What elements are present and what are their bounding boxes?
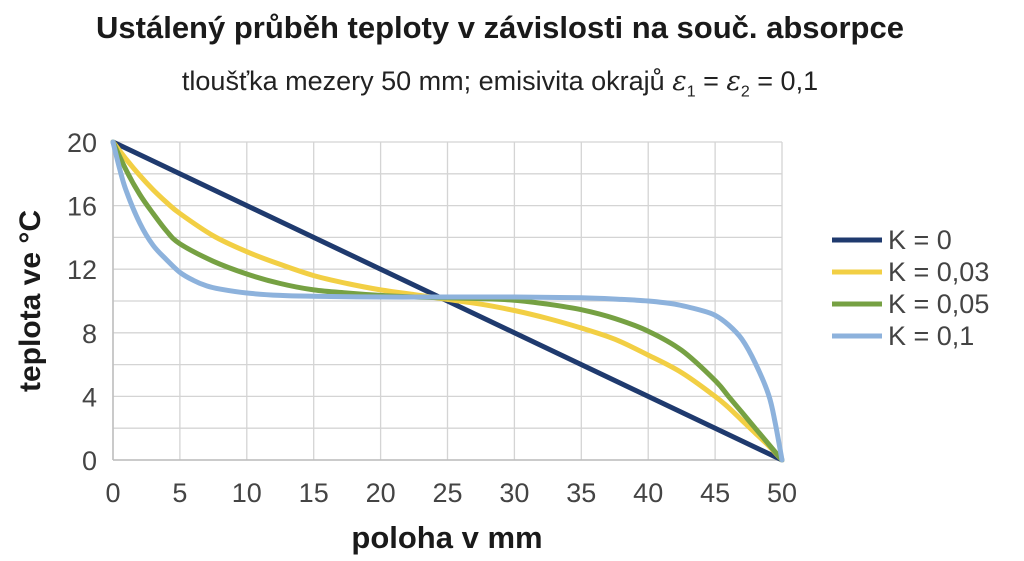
epsilon-1: ε (672, 66, 687, 97)
y-tick-label: 4 (82, 382, 97, 412)
x-tick-label: 35 (566, 478, 596, 508)
y-axis-label: teplota ve °C (14, 210, 47, 392)
subtitle-equals-1: = (695, 66, 727, 96)
epsilon-2: ε (726, 66, 741, 97)
x-tick-label: 0 (105, 478, 120, 508)
plot-axes (112, 142, 782, 461)
x-tick-label: 20 (366, 478, 396, 508)
x-tick-label: 30 (499, 478, 529, 508)
y-tick-label: 16 (67, 192, 97, 222)
tick-labels: 0 5 10 15 20 25 30 35 40 45 50 0 4 8 12 16 20 (67, 128, 797, 508)
chart-title: Ustálený průběh teploty v závislosti na … (96, 10, 904, 45)
epsilon-2-subscript: 2 (740, 83, 750, 101)
subtitle-value: = 0,1 (749, 66, 819, 96)
x-tick-label: 45 (700, 478, 730, 508)
x-tick-label: 25 (432, 478, 462, 508)
plot-series (110, 139, 785, 463)
legend-label: K = 0,03 (888, 257, 989, 287)
x-tick-label: 40 (633, 478, 663, 508)
y-tick-label: 8 (82, 319, 97, 349)
legend-label: K = 0 (888, 225, 952, 255)
x-tick-label: 10 (232, 478, 262, 508)
series-line (110, 139, 785, 463)
legend: K = 0K = 0,03K = 0,05K = 0,1 (832, 225, 989, 351)
x-tick-label: 50 (767, 478, 797, 508)
epsilon-1-subscript: 1 (686, 83, 696, 101)
x-axis-label: poloha v mm (351, 520, 542, 555)
x-tick-label: 5 (172, 478, 187, 508)
y-tick-label: 12 (67, 255, 97, 285)
x-tick-label: 15 (299, 478, 329, 508)
y-tick-label: 20 (67, 128, 97, 158)
legend-label: K = 0,05 (888, 289, 989, 319)
chart-subtitle: tloušťka mezery 50 mm; emisivita okrajů … (0, 66, 1000, 101)
y-tick-label: 0 (82, 446, 97, 476)
legend-label: K = 0,1 (888, 321, 974, 351)
subtitle-prefix: tloušťka mezery 50 mm; emisivita okrajů (181, 66, 673, 96)
